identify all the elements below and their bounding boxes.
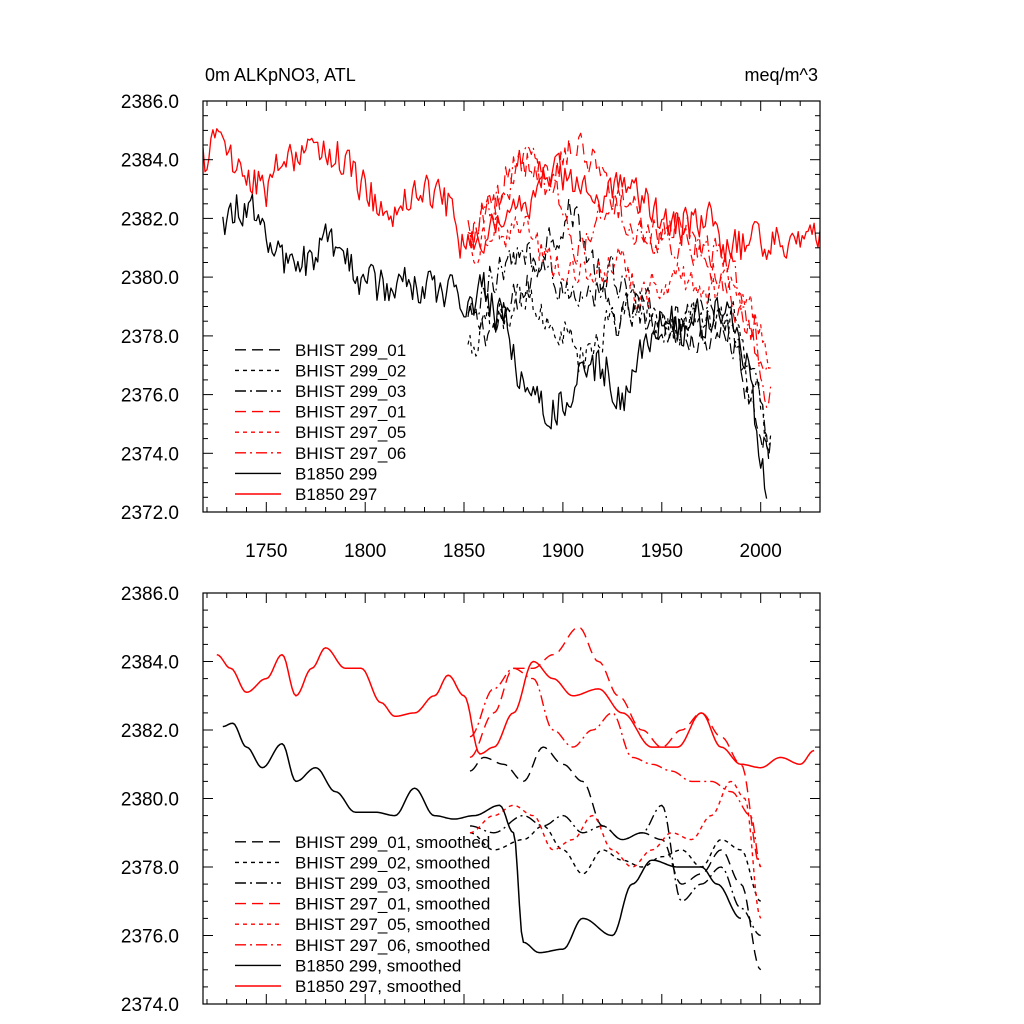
legend-label: BHIST 297_06 bbox=[295, 444, 406, 463]
y-tick-label: 2378.0 bbox=[121, 327, 179, 348]
series-line-bhist-297-05 bbox=[467, 215, 771, 369]
series-line-bhist-299-02-smoothed bbox=[469, 825, 762, 902]
series-line-bhist-297-06-smoothed bbox=[469, 667, 762, 868]
x-tick-label: 1850 bbox=[443, 541, 485, 562]
y-tick-label: 2380.0 bbox=[121, 790, 179, 811]
x-tick-label: 1900 bbox=[542, 541, 584, 562]
legend-label: BHIST 299_01 bbox=[295, 341, 406, 360]
series-line-b1850-299 bbox=[222, 193, 768, 499]
series-line-bhist-297-05-smoothed bbox=[469, 780, 762, 919]
plot-area bbox=[216, 626, 815, 971]
y-tick-label: 2378.0 bbox=[121, 858, 179, 879]
series-line-b1850-299-smoothed bbox=[222, 722, 742, 954]
series-line-b1850-297-smoothed bbox=[216, 647, 815, 769]
series-line-bhist-299-03 bbox=[467, 242, 772, 451]
x-tick-label: 1800 bbox=[344, 541, 386, 562]
legend-label: B1850 297 bbox=[295, 485, 377, 504]
y-tick-label: 2382.0 bbox=[121, 721, 179, 742]
chart-title: 0m ALKpNO3, ATL bbox=[205, 65, 356, 85]
legend-label: BHIST 299_02, smoothed bbox=[295, 853, 490, 872]
y-tick-label: 2384.0 bbox=[121, 653, 179, 674]
legend-label: BHIST 299_03 bbox=[295, 382, 406, 401]
top-panel: 2372.0 2374.0 2376.0 2378.0 2380.0 2382.0 2384… bbox=[121, 65, 821, 562]
legend-label: B1850 299, smoothed bbox=[295, 956, 461, 975]
bottom-panel: 2374.0 2376.0 2378.0 2380.0 2382.0 2384.0 2386… bbox=[121, 584, 821, 1016]
x-tick-label: 1750 bbox=[245, 541, 287, 562]
y-tick-label: 2380.0 bbox=[121, 268, 179, 289]
y-tick-label: 2386.0 bbox=[121, 584, 179, 605]
series-line-b1850-297 bbox=[203, 128, 820, 263]
legend-label: BHIST 297_06, smoothed bbox=[295, 936, 490, 955]
units-label: meq/m^3 bbox=[745, 65, 818, 85]
series-line-bhist-299-01-smoothed bbox=[469, 746, 762, 971]
y-tick-label: 2376.0 bbox=[121, 386, 179, 407]
y-tick-label: 2384.0 bbox=[121, 151, 179, 172]
legend-label: BHIST 299_02 bbox=[295, 361, 406, 380]
y-tick-label: 2372.0 bbox=[121, 503, 179, 524]
x-tick-label: 2000 bbox=[740, 541, 782, 562]
series-line-bhist-297-01-smoothed bbox=[469, 626, 762, 868]
y-tick-label: 2374.0 bbox=[121, 995, 179, 1016]
axis-ticks bbox=[203, 100, 821, 513]
legend-label: BHIST 299_03, smoothed bbox=[295, 874, 490, 893]
series-line-bhist-299-03-smoothed bbox=[469, 804, 761, 937]
legend-label: BHIST 297_05 bbox=[295, 423, 406, 442]
legend-label: BHIST 299_01, smoothed bbox=[295, 833, 490, 852]
series-line-bhist-299-01 bbox=[467, 198, 772, 460]
legend-label: BHIST 297_01, smoothed bbox=[295, 895, 490, 914]
x-tick-label: 1950 bbox=[641, 541, 683, 562]
legend-label: BHIST 297_05, smoothed bbox=[295, 915, 490, 934]
y-tick-label: 2386.0 bbox=[121, 92, 179, 113]
plot-area bbox=[203, 128, 820, 499]
y-tick-label: 2376.0 bbox=[121, 927, 179, 948]
legend-label: BHIST 297_01 bbox=[295, 403, 406, 422]
legend-label: B1850 297, smoothed bbox=[295, 977, 461, 996]
legend-label: B1850 299 bbox=[295, 464, 377, 483]
y-tick-label: 2382.0 bbox=[121, 209, 179, 230]
series-line-bhist-297-01 bbox=[467, 132, 768, 373]
axis-ticks bbox=[203, 592, 821, 1005]
y-tick-label: 2374.0 bbox=[121, 444, 179, 465]
